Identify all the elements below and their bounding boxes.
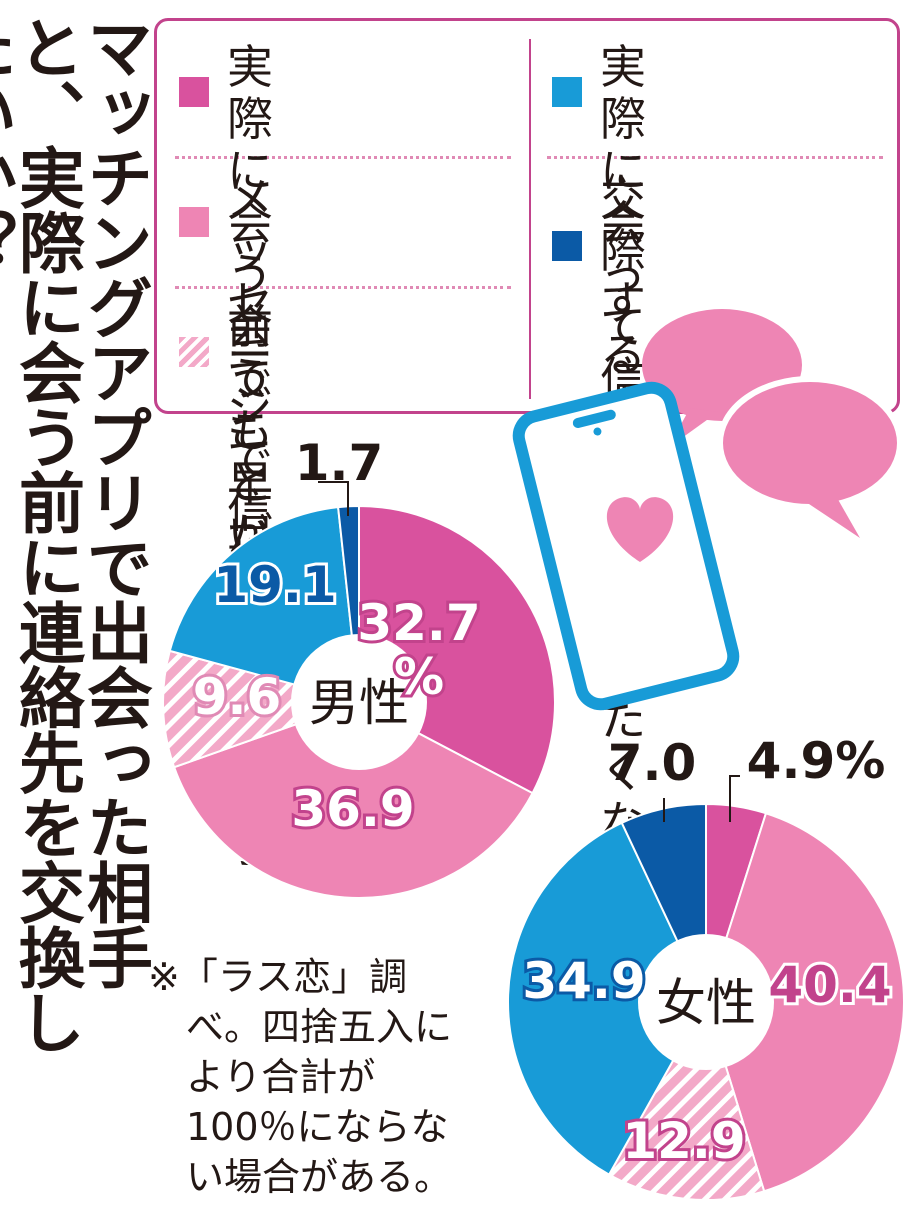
data-label-male-2: 9.6	[193, 668, 282, 726]
data-label-female-0: 4.9%	[747, 732, 886, 790]
pie-center-label: 男性	[309, 674, 409, 732]
speech-bubble-icon	[717, 376, 903, 538]
legend-swatch	[552, 231, 582, 261]
pie-center	[638, 934, 774, 1070]
data-label-male-3: 19.1	[213, 556, 336, 614]
data-label-male-0: 32.7	[357, 594, 480, 652]
pie-center-label: 女性	[656, 974, 756, 1032]
pie-slice-female-1	[704, 812, 905, 1193]
data-label-male-1: 36.9	[291, 780, 414, 838]
data-label-female-2: 12.9	[622, 1112, 745, 1170]
data-label-female-3: 34.9	[522, 952, 645, 1010]
pie-slice-female-3	[507, 821, 708, 1177]
legend-swatch	[552, 77, 582, 107]
pie-center	[291, 634, 427, 770]
leader-line	[729, 775, 740, 822]
legend-swatch	[179, 337, 209, 367]
leader-line	[318, 481, 349, 516]
footnote: ※「ラス恋」調べ。四捨五入により合計が100％にならない場合がある。	[148, 955, 453, 1199]
legend-swatch	[179, 77, 209, 107]
pie-labels: 32.7% 36.99.6 19.1 1.7 4.9% 40.4 12.9 34.9 7.0	[190, 434, 895, 1173]
pie-slice-female-2	[607, 999, 766, 1201]
legend-separator	[175, 156, 511, 159]
data-label-female-1: 40.4	[768, 956, 891, 1014]
legend-swatch	[179, 207, 209, 237]
heart-icon	[606, 497, 674, 562]
data-label-male-0: %	[394, 648, 444, 706]
chart-title: マッチングアプリで出会った相手と、実際に会う前に連絡先を交換したいか？	[0, 14, 153, 1054]
data-label-male-4: 1.7	[295, 434, 384, 492]
pie-chart-male: 男性	[162, 504, 556, 899]
data-label-female-4: 7.0	[608, 734, 697, 792]
legend-separator	[547, 156, 883, 159]
legend-divider	[529, 39, 531, 399]
pie-slice-male-2	[162, 649, 363, 769]
pie-slice-male-1	[172, 700, 534, 899]
legend-separator	[175, 286, 511, 289]
smartphone-illustration	[512, 309, 903, 711]
pie-chart-female: 女性	[507, 802, 905, 1201]
